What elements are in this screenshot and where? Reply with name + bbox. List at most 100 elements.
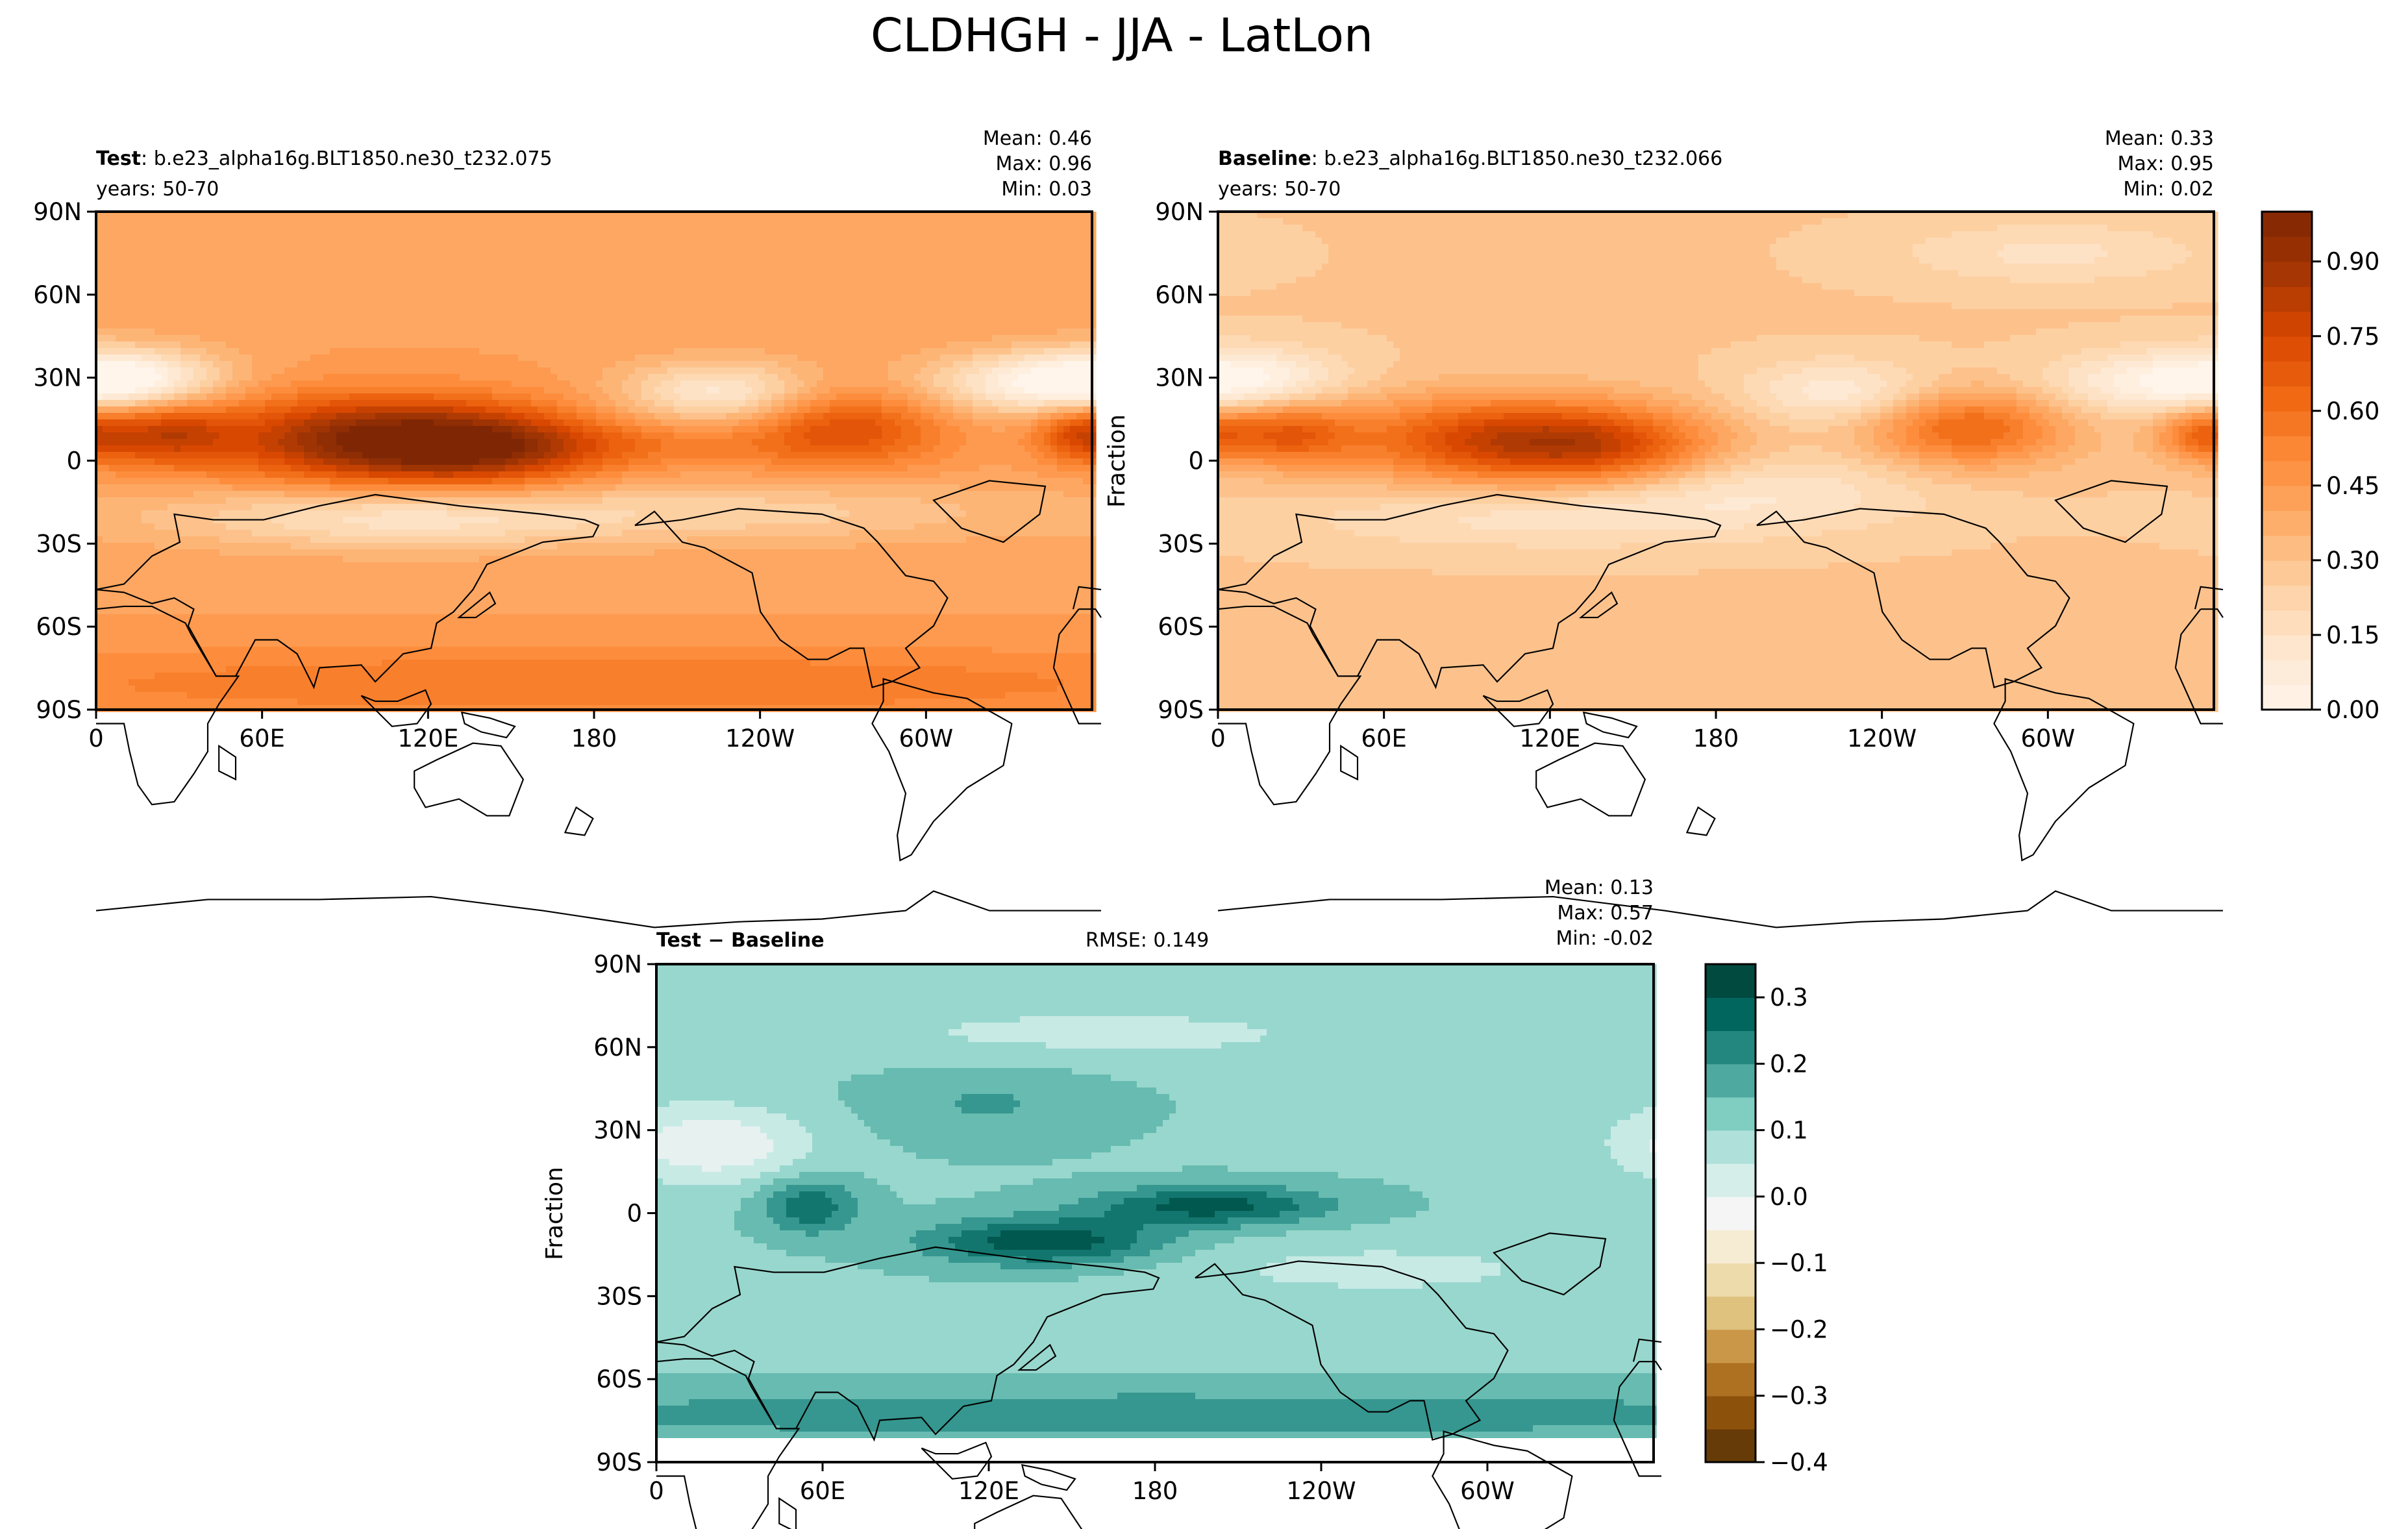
heat-cell [291,374,298,381]
heat-cell [947,413,954,420]
heat-cell [466,322,473,329]
heat-cell [1063,322,1071,329]
heat-cell [875,257,882,264]
heat-cell [148,264,155,271]
heat-cell [440,238,447,245]
heat-cell [155,419,162,427]
heat-cell [778,277,785,284]
heat-cell [551,309,558,316]
heat-cell [758,354,765,362]
heat-cell [479,212,486,219]
heat-cell [622,342,629,349]
heat-cell [447,270,454,277]
heat-cell [213,303,220,310]
heat-cell [771,361,778,368]
heat-cell [544,413,551,420]
heat-cell [940,264,947,271]
heat-cell [226,244,233,251]
heat-cell [908,238,915,245]
heat-cell [551,225,558,232]
heat-cell [531,238,538,245]
heat-cell [1076,257,1084,264]
heat-cell [843,354,850,362]
heat-cell [557,270,564,277]
heat-cell [206,413,214,420]
heat-cell [200,361,207,368]
heat-cell [908,290,915,297]
heat-cell [628,277,636,284]
heat-cell [135,348,142,355]
heat-cell [596,244,603,251]
heat-cell [168,218,175,225]
heat-cell [934,296,941,303]
heat-cell [538,380,545,388]
heat-cell [109,367,116,375]
heat-cell [830,303,837,310]
heat-cell [661,342,668,349]
heat-cell [758,283,765,290]
heat-cell [265,277,272,284]
heat-cell [395,238,402,245]
heat-cell [388,322,395,329]
heat-cell [395,296,402,303]
heat-cell [278,244,285,251]
heat-cell [239,296,246,303]
heat-cell [1024,218,1032,225]
heat-cell [577,387,584,394]
heat-cell [583,238,590,245]
heat-cell [330,283,337,290]
heat-cell [499,419,506,427]
heat-cell [531,277,538,284]
heat-cell [239,290,246,297]
heat-cell [168,374,175,381]
heat-cell [784,303,791,310]
heat-cell [434,277,441,284]
heat-cell [966,238,973,245]
heat-cell [810,270,817,277]
heat-cell [570,374,577,381]
heat-cell [466,290,473,297]
heat-cell [732,264,739,271]
heat-cell [310,380,317,388]
heat-cell [979,296,986,303]
heat-cell [180,296,188,303]
heat-cell [1070,296,1077,303]
heat-cell [551,354,558,362]
heat-cell [349,374,356,381]
heat-cell [232,257,240,264]
heat-cell [323,277,330,284]
heat-cell [570,380,577,388]
heat-cell [765,348,772,355]
heat-cell [817,342,824,349]
heat-cell [1012,322,1019,329]
heat-cell [966,354,973,362]
heat-cell [901,264,908,271]
heat-cell [934,406,941,414]
heat-cell [1083,387,1090,394]
heat-cell [180,367,188,375]
heat-cell [966,257,973,264]
heat-cell [810,354,817,362]
heat-cell [245,406,253,414]
heat-cell [206,361,214,368]
heat-cell [577,329,584,336]
heat-cell [310,335,317,342]
heat-cell [109,303,116,310]
heat-cell [518,257,525,264]
heat-cell [719,212,726,219]
heat-cell [447,296,454,303]
heat-cell [1024,212,1032,219]
heat-cell [966,303,973,310]
heat-cell [856,212,863,219]
heat-cell [142,348,149,355]
heat-cell [557,400,564,407]
heat-cell [1037,393,1045,401]
heat-cell [745,238,752,245]
heat-cell [914,393,921,401]
heat-cell [525,380,532,388]
heat-cell [544,387,551,394]
heat-cell [602,361,610,368]
heat-cell [96,329,103,336]
heat-cell [512,374,519,381]
